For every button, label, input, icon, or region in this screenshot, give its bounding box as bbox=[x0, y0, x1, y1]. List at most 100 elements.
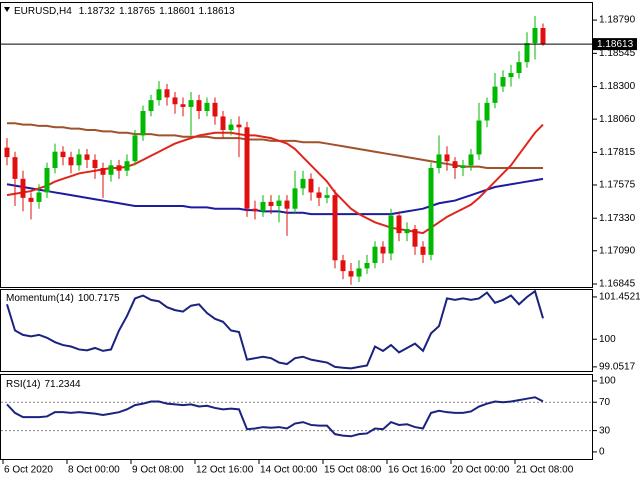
candle-body bbox=[532, 27, 538, 44]
x-tick-label: 6 Oct 2020 bbox=[4, 465, 53, 476]
chart-header: EURUSD,H4 1.18732 1.18765 1.18601 1.18613 bbox=[14, 6, 235, 17]
x-tick-label: 21 Oct 08:00 bbox=[516, 465, 574, 476]
candle-body bbox=[212, 102, 218, 117]
candle-body bbox=[204, 102, 210, 112]
candle-body bbox=[356, 268, 362, 277]
y-tick-label: 1.17815 bbox=[599, 147, 636, 158]
x-tick-label: 15 Oct 08:00 bbox=[324, 465, 382, 476]
y-tick-label: 70 bbox=[599, 397, 611, 408]
y-tick-label: 1.16845 bbox=[599, 279, 636, 290]
candle-body bbox=[140, 111, 146, 136]
candle-body bbox=[108, 165, 114, 175]
candle-body bbox=[148, 100, 154, 112]
y-tick-label: 30 bbox=[599, 425, 611, 436]
candle-body bbox=[404, 229, 410, 234]
candle-body bbox=[324, 195, 330, 198]
candle-body bbox=[260, 201, 266, 212]
candle-body bbox=[436, 154, 442, 168]
symbol: EURUSD,H4 bbox=[14, 6, 72, 17]
candle-body bbox=[292, 188, 298, 209]
candle-body bbox=[28, 197, 34, 202]
candle-body bbox=[284, 200, 290, 209]
candle-body bbox=[420, 246, 426, 255]
indicator-name: RSI(14) bbox=[6, 379, 40, 390]
candle-body bbox=[4, 147, 10, 158]
candle-body bbox=[492, 86, 498, 103]
x-tick-label: 12 Oct 16:00 bbox=[196, 465, 254, 476]
ohlc-high: 1.18765 bbox=[119, 6, 156, 17]
candle-body bbox=[12, 157, 18, 179]
y-tick-label: 101.4521 bbox=[599, 292, 640, 303]
y-tick-label: 1.18300 bbox=[599, 81, 636, 92]
candle-body bbox=[308, 178, 314, 193]
indicator-value: 71.2344 bbox=[44, 379, 81, 390]
ohlc-close: 1.18613 bbox=[199, 6, 236, 17]
indicator-value: 100.7175 bbox=[78, 293, 120, 304]
x-tick-label: 20 Oct 00:00 bbox=[452, 465, 510, 476]
candle-body bbox=[36, 192, 42, 202]
candle-body bbox=[68, 157, 74, 166]
candle-body bbox=[396, 215, 402, 234]
candle-body bbox=[484, 102, 490, 121]
pane-title: RSI(14) 71.2344 bbox=[6, 379, 81, 390]
moving-average bbox=[6, 123, 544, 235]
y-tick-label: 1.17575 bbox=[599, 180, 636, 191]
candle-body bbox=[44, 167, 50, 193]
candle-body bbox=[428, 167, 434, 255]
candle-body bbox=[220, 116, 226, 131]
candle-body bbox=[276, 200, 282, 206]
candle-body bbox=[540, 27, 546, 45]
y-tick-label: 99.0517 bbox=[599, 362, 636, 373]
candle-body bbox=[268, 201, 274, 206]
y-tick-label: 1.17090 bbox=[599, 245, 636, 256]
candle-body bbox=[388, 215, 394, 254]
candle-body bbox=[444, 154, 450, 162]
candle-body bbox=[188, 100, 194, 107]
x-tick-label: 14 Oct 00:00 bbox=[260, 465, 318, 476]
candle-body bbox=[84, 154, 90, 160]
candle-body bbox=[244, 127, 250, 209]
candle-body bbox=[380, 246, 386, 254]
candle-body bbox=[236, 124, 242, 128]
candle-body bbox=[100, 167, 106, 175]
candle-body bbox=[500, 77, 506, 87]
candle-body bbox=[332, 195, 338, 261]
pane-title: Momentum(14) 100.7175 bbox=[6, 293, 120, 304]
candle-body bbox=[452, 161, 458, 168]
price-label-box bbox=[593, 38, 637, 51]
candle-body bbox=[116, 165, 122, 171]
candle-body bbox=[468, 154, 474, 166]
y-tick-label: 1.17330 bbox=[599, 213, 636, 224]
candle-body bbox=[60, 151, 66, 158]
candle-body bbox=[124, 161, 130, 171]
candle-body bbox=[340, 260, 346, 272]
x-tick-label: 8 Oct 00:00 bbox=[68, 465, 120, 476]
candle-body bbox=[164, 89, 170, 98]
indicator-line bbox=[6, 396, 544, 438]
candle-body bbox=[196, 100, 202, 112]
rsi-pane bbox=[0, 374, 593, 460]
indicator-line bbox=[6, 289, 544, 370]
moving-average bbox=[6, 177, 544, 216]
candle-body bbox=[228, 124, 234, 131]
plot-layer: 1.18790 1.18545 1.18300 1.18060 1.17815 1.175… bbox=[1, 6, 640, 476]
indicator-name: Momentum(14) bbox=[6, 293, 74, 304]
candle-body bbox=[172, 97, 178, 105]
candle-body bbox=[156, 89, 162, 101]
candle-body bbox=[476, 120, 482, 155]
ohlc-low: 1.18601 bbox=[159, 6, 196, 17]
momentum-pane bbox=[0, 289, 593, 372]
y-tick-label: 1.18060 bbox=[599, 114, 636, 125]
price-label: 1.18613 bbox=[597, 39, 634, 50]
candle-body bbox=[460, 165, 466, 168]
candle-body bbox=[316, 192, 322, 198]
candle-body bbox=[76, 154, 82, 166]
candle-body bbox=[300, 178, 306, 189]
candle-body bbox=[52, 151, 58, 168]
x-tick-label: 9 Oct 08:00 bbox=[132, 465, 184, 476]
candle-body bbox=[132, 135, 138, 162]
y-tick-label: 1.18790 bbox=[599, 15, 636, 26]
